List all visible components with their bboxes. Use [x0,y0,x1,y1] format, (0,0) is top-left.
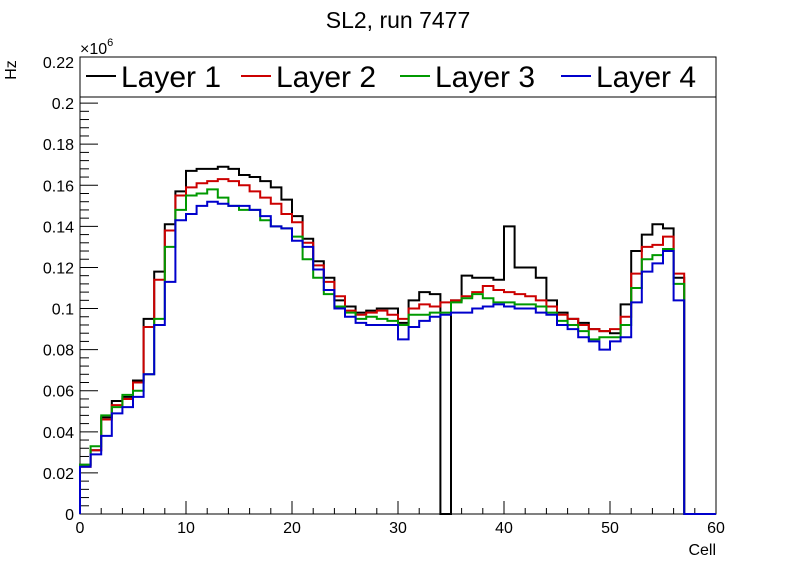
y-tick-label: 0.1 [52,302,74,319]
y-tick-label: 0 [65,507,74,524]
y-tick-label: 0.02 [43,466,74,483]
legend-label: Layer 2 [276,61,376,94]
x-tick-label: 40 [495,520,513,537]
legend-label: Layer 1 [121,61,221,94]
series-2-line [79,178,716,515]
legend-label: Layer 4 [596,61,696,94]
y-tick-label: 0.2 [52,96,74,113]
y-tick-label: 0.18 [43,137,74,154]
y-exponent-power: 6 [107,37,113,49]
legend-label: Layer 3 [435,61,535,94]
series-4-line [79,200,716,515]
y-exponent-label: ×106 [80,37,113,58]
y-tick-label: 0.08 [43,343,74,360]
x-tick-label: 60 [707,520,725,537]
y-tick-label: 0.12 [43,260,74,277]
legend-box [79,56,717,98]
y-tick-label: 0.04 [43,425,74,442]
y-tick-label: 0.22 [43,55,74,72]
y-tick-label: 0.16 [43,178,74,195]
chart-title: SL2, run 7477 [326,7,471,33]
x-tick-label: 20 [283,520,301,537]
series-layer [79,165,716,515]
y-axis-label: Hz [3,60,20,80]
y-exponent-base: ×10 [80,41,107,58]
x-tick-label: 10 [177,520,195,537]
x-axis-label: Cell [688,542,716,559]
y-tick-label: 0.06 [43,384,74,401]
x-tick-label: 30 [389,520,407,537]
legend: Layer 1 Layer 2 Layer 3 Layer 4 [79,56,717,98]
x-tick-label: 0 [76,520,85,537]
y-tick-label: 0.14 [43,219,74,236]
x-tick-label: 50 [601,520,619,537]
